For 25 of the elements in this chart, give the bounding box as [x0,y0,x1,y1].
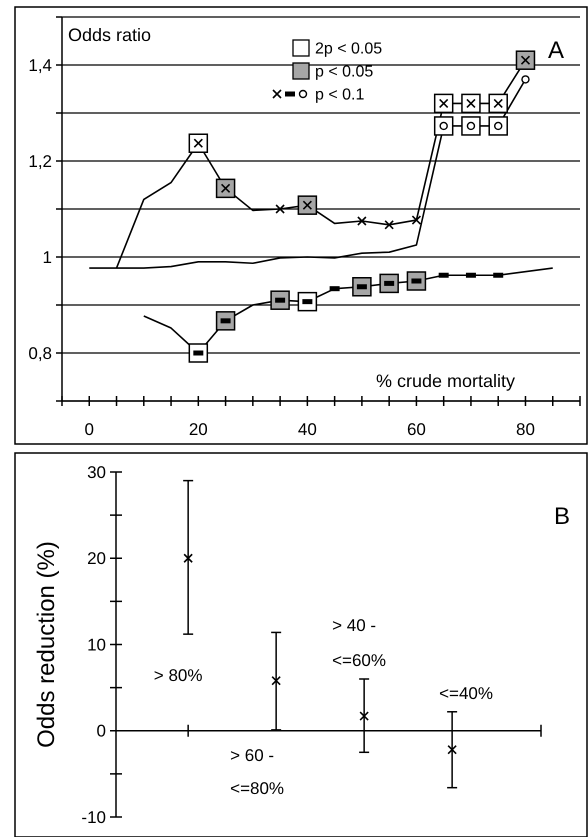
y-tick-label: 1,2 [28,152,52,171]
text: B [554,503,570,530]
y-tick-label: 1,4 [28,56,52,75]
x-tick-label: > 60 - <=80% [230,746,284,798]
y-tick-label: 0 [96,722,106,741]
x-tick-label: > 40 - <=60% [332,616,386,670]
x-tick-label: 20 [188,420,208,439]
y-tick-label: 1 [42,248,52,267]
x-tick-label: 80 [516,420,535,439]
legend-label: p < 0.05 [315,64,374,81]
annotation: A [548,37,564,64]
x-tick-label: > 80% [154,666,202,685]
y-tick-label: 20 [87,549,106,568]
x-tick-label: 60 [406,420,426,439]
y-tick-label: 10 [87,635,106,654]
legend-label: 2p < 0.05 [315,40,382,58]
legend-label: p < 0.1 [315,86,364,104]
x-axis-title: % crude mortality [376,371,515,391]
y-tick-label: -10 [81,808,106,827]
y-tick-label: 0,8 [28,344,52,363]
y-axis-title: Odds ratio [68,25,152,45]
y-axis-title: Odds reduction (%) [33,541,60,748]
x-tick-label: 40 [298,420,317,439]
x-tick-label: <=40% [439,684,494,703]
y-tick-label: 30 [87,462,106,482]
